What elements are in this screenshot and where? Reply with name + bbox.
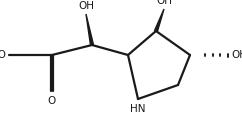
Text: O: O <box>48 96 56 106</box>
Text: OH: OH <box>231 50 242 60</box>
Text: HN: HN <box>130 104 146 114</box>
Text: OH: OH <box>156 0 172 6</box>
Text: OH: OH <box>78 1 94 11</box>
Text: HO: HO <box>0 50 6 60</box>
Polygon shape <box>155 9 164 32</box>
Polygon shape <box>86 14 93 45</box>
